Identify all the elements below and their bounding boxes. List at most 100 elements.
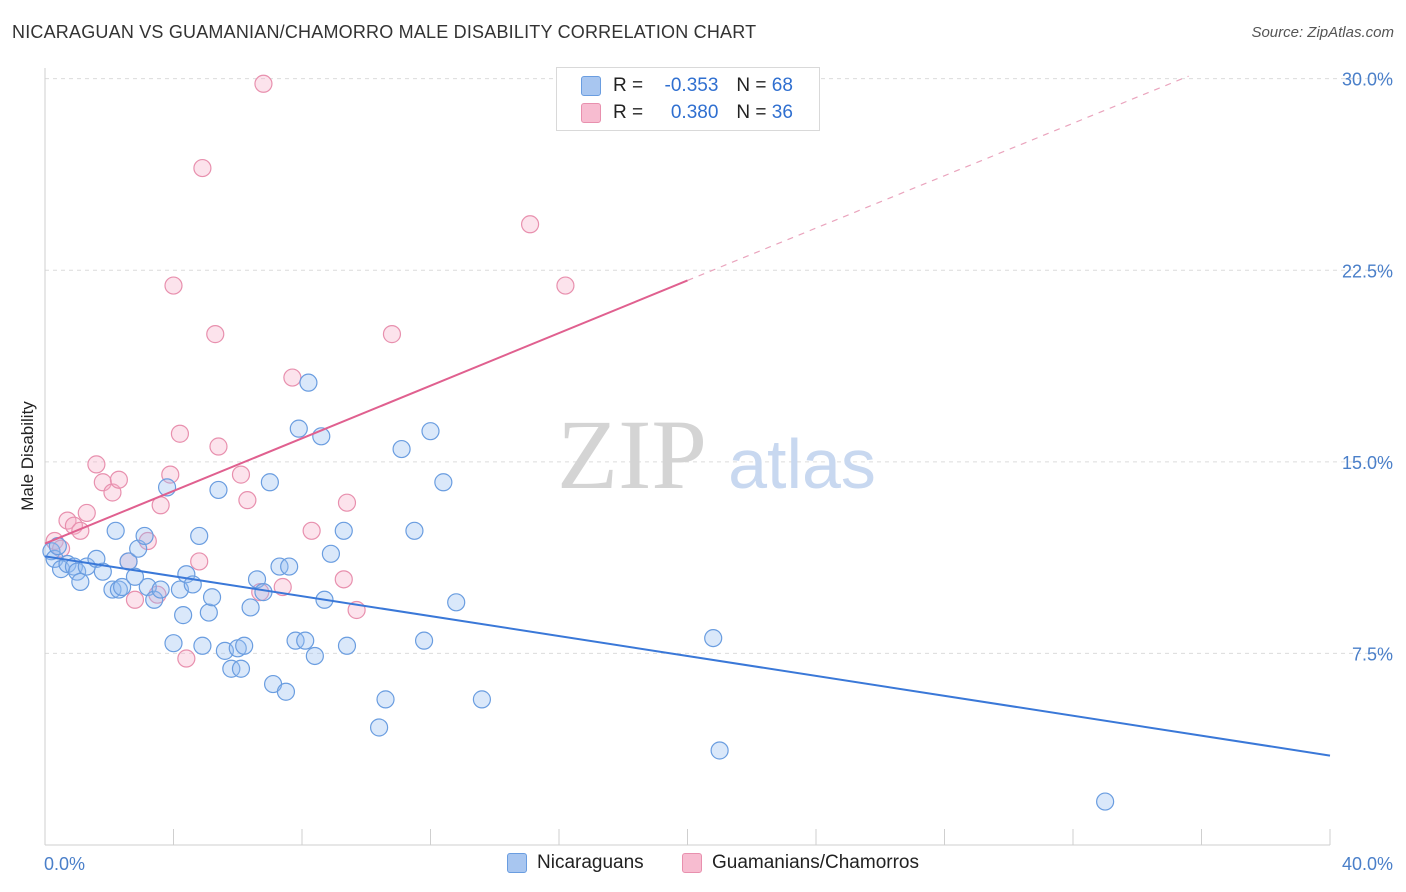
r-label: R = xyxy=(613,75,644,96)
data-point xyxy=(414,631,434,650)
data-point xyxy=(138,531,157,551)
correlation-legend: R = -0.353 N = 68 R = 0.380 N = 36 xyxy=(556,67,820,131)
data-point xyxy=(235,636,254,655)
data-point xyxy=(276,682,296,701)
series-legend: Nicaraguans Guamanians/Chamorros xyxy=(0,852,1406,878)
data-point xyxy=(193,158,212,178)
series-guamanians-chamorros xyxy=(45,74,575,668)
data-point xyxy=(193,636,212,655)
source-credit: Source: ZipAtlas.com xyxy=(1251,24,1394,41)
r-value: 0.380 xyxy=(670,102,719,123)
data-point xyxy=(382,325,402,344)
data-point xyxy=(283,368,302,387)
data-point xyxy=(260,473,279,492)
data-point xyxy=(447,593,466,612)
watermark-zip: ZIP xyxy=(557,399,707,510)
data-point xyxy=(270,557,289,576)
y-tick-label: 22.5% xyxy=(1342,261,1393,281)
data-point xyxy=(77,503,96,523)
axes xyxy=(44,68,1331,846)
n-value: 36 xyxy=(771,102,793,123)
data-point xyxy=(704,628,723,648)
data-point xyxy=(305,646,324,666)
data-point xyxy=(145,590,164,609)
data-point xyxy=(472,690,491,709)
legend-row-guamanians: R = 0.380 N = 36 xyxy=(581,100,793,126)
data-point xyxy=(190,552,209,571)
data-point xyxy=(174,606,193,625)
data-point xyxy=(289,419,308,438)
n-label: N = xyxy=(736,75,767,96)
data-point xyxy=(109,580,128,599)
y-tick-label: 15.0% xyxy=(1342,453,1393,473)
data-point xyxy=(434,473,453,492)
data-point xyxy=(148,585,167,604)
data-point xyxy=(209,437,228,456)
data-point xyxy=(273,577,292,597)
data-point xyxy=(337,636,357,655)
x-tick-label: 0.0% xyxy=(44,854,85,874)
data-point xyxy=(170,424,190,443)
watermark-atlas: atlas xyxy=(728,425,876,503)
data-point xyxy=(421,422,440,441)
data-point xyxy=(164,276,183,295)
trend-line-nicaraguans xyxy=(44,555,1331,757)
data-point xyxy=(337,493,357,512)
data-point xyxy=(376,690,395,709)
data-point xyxy=(135,526,154,546)
data-point xyxy=(125,567,145,586)
data-point xyxy=(241,598,260,617)
legend-row-nicaraguans: R = -0.353 N = 68 xyxy=(581,73,793,99)
data-point xyxy=(334,521,353,540)
data-point xyxy=(206,325,225,344)
data-point xyxy=(392,439,411,459)
data-point xyxy=(231,465,251,484)
legend-label: Guamanians/Chamorros xyxy=(712,852,919,873)
data-point xyxy=(370,718,389,737)
y-tick-label: 7.5% xyxy=(1352,644,1393,664)
data-point xyxy=(199,603,218,622)
data-point xyxy=(520,215,540,234)
legend-item-nicaraguans[interactable]: Nicaraguans xyxy=(507,852,644,874)
data-point xyxy=(87,455,106,474)
data-point xyxy=(405,521,424,540)
data-point xyxy=(1096,792,1115,811)
data-point xyxy=(321,544,341,563)
legend-swatch-pink xyxy=(581,103,601,123)
watermark: ZIP atlas xyxy=(557,399,876,510)
data-point xyxy=(125,590,145,609)
legend-label: Nicaraguans xyxy=(537,852,644,873)
data-point xyxy=(177,649,196,668)
legend-swatch-blue xyxy=(507,853,527,873)
data-point xyxy=(109,470,128,489)
data-point xyxy=(299,373,318,392)
data-point xyxy=(334,570,353,589)
grid-lines xyxy=(45,78,1392,654)
n-label: N = xyxy=(736,102,767,123)
n-value: 68 xyxy=(771,75,793,96)
data-point xyxy=(106,521,125,540)
data-point xyxy=(280,557,299,576)
data-point xyxy=(296,631,315,650)
data-point xyxy=(151,580,170,599)
data-point xyxy=(710,741,729,760)
r-value: -0.353 xyxy=(664,75,719,96)
data-point xyxy=(556,276,575,295)
data-point xyxy=(222,659,241,678)
data-point xyxy=(164,634,183,653)
legend-item-guamanians-chamorros[interactable]: Guamanians/Chamorros xyxy=(682,852,919,874)
data-point xyxy=(93,562,112,581)
trend-lines xyxy=(44,75,1331,757)
data-point xyxy=(209,480,228,500)
x-tick-label: 40.0% xyxy=(1342,854,1393,874)
data-point xyxy=(231,659,251,678)
legend-swatch-pink xyxy=(682,853,702,873)
data-point xyxy=(202,588,222,607)
data-point xyxy=(190,526,209,546)
r-label: R = xyxy=(613,102,644,123)
data-point xyxy=(254,74,273,93)
tick-labels: 7.5% 15.0% 22.5% 30.0% 0.0% 40.0% xyxy=(44,70,1393,874)
data-point xyxy=(302,521,321,540)
trend-line-guamanians xyxy=(44,279,688,545)
